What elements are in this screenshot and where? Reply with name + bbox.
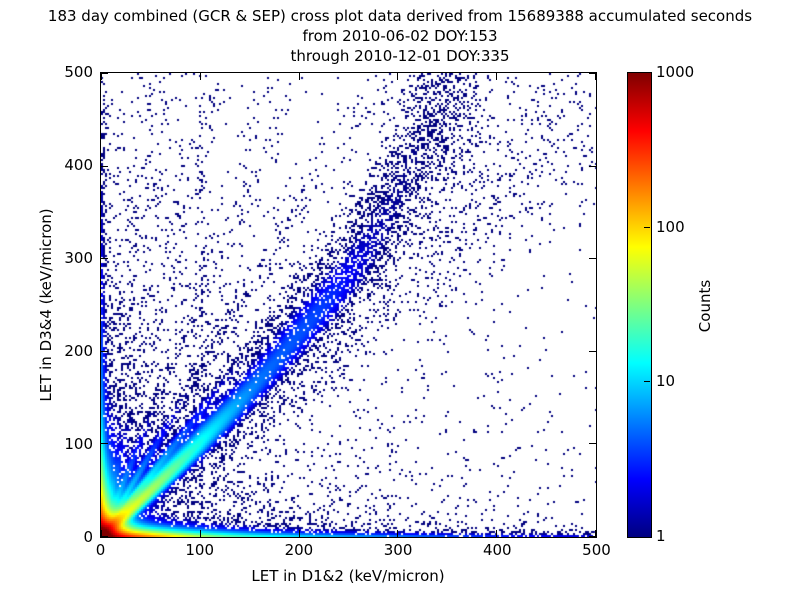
colorbar <box>627 72 652 538</box>
plot-area <box>100 72 597 538</box>
axis-tick <box>101 73 102 80</box>
scatter-canvas <box>101 73 596 537</box>
x-tick-label: 200 <box>284 541 314 559</box>
axis-tick <box>299 73 300 80</box>
axis-tick <box>101 73 108 74</box>
axis-tick <box>299 530 300 537</box>
colorbar-tick <box>644 381 650 382</box>
y-axis-label: LET in D3&4 (keV/micron) <box>37 208 55 402</box>
axis-tick <box>101 166 108 167</box>
y-tick-label: 400 <box>64 156 93 174</box>
axis-tick <box>101 258 108 259</box>
x-axis-label: LET in D1&2 (keV/micron) <box>251 567 445 585</box>
colorbar-tick-label: 1000 <box>656 63 695 81</box>
axis-tick <box>200 530 201 537</box>
title-line-3: through 2010-12-01 DOY:335 <box>290 47 510 65</box>
colorbar-tick-label: 100 <box>656 217 685 236</box>
axis-tick <box>101 351 108 352</box>
colorbar-tick <box>644 227 650 228</box>
axis-tick <box>595 530 596 537</box>
title-line-1: 183 day combined (GCR & SEP) cross plot … <box>47 7 753 25</box>
axis-tick <box>589 351 596 352</box>
x-tick-label: 100 <box>185 541 214 559</box>
axis-tick <box>101 530 102 537</box>
axis-tick <box>595 73 596 80</box>
y-tick-label: 100 <box>64 435 93 453</box>
colorbar-tick-label: 10 <box>656 372 676 391</box>
title-line-2: from 2010-06-02 DOY:153 <box>302 27 498 45</box>
axis-tick <box>200 73 201 80</box>
y-tick-label: 300 <box>64 249 93 267</box>
x-tick-label: 0 <box>95 541 106 559</box>
x-tick-label: 400 <box>482 541 512 559</box>
axis-tick <box>589 166 596 167</box>
axis-tick <box>589 73 596 74</box>
colorbar-label: Counts <box>696 279 714 333</box>
axis-tick <box>397 73 398 80</box>
y-tick-label: 0 <box>83 528 93 546</box>
y-tick-label: 500 <box>64 63 93 81</box>
axis-tick <box>101 443 108 444</box>
chart-title: 183 day combined (GCR & SEP) cross plot … <box>0 6 800 66</box>
axis-tick <box>589 536 596 537</box>
axis-tick <box>589 443 596 444</box>
x-tick-label: 500 <box>582 541 611 559</box>
colorbar-tick-label: 1 <box>656 527 666 545</box>
axis-tick <box>496 73 497 80</box>
y-tick-label: 200 <box>64 342 93 360</box>
axis-tick <box>397 530 398 537</box>
axis-tick <box>101 536 108 537</box>
axis-tick <box>589 258 596 259</box>
axis-tick <box>496 530 497 537</box>
x-tick-label: 300 <box>383 541 413 559</box>
